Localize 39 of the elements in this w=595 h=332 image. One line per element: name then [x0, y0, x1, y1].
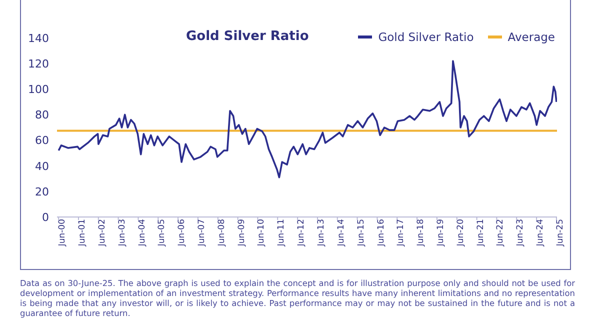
x-tick-label: Jun-08 — [216, 219, 227, 248]
x-tick-label: Jun-02 — [97, 219, 108, 248]
legend-label: Gold Silver Ratio — [378, 30, 474, 44]
y-tick-label: 20 — [35, 185, 49, 198]
x-tick-label: Jun-23 — [516, 219, 526, 248]
x-tick-label: Jun-22 — [496, 219, 506, 248]
x-tick-label: Jun-16 — [376, 219, 386, 248]
x-tick-label: Jun-15 — [356, 219, 366, 248]
text: Data as on 30-June-25. The above graph is used to explain the concept and is for illustration purpose only and should not be used for development or implementation of an investment strategy. Performance results have many inherent limitations and no representation is being made that any investor will, or is likely to achieve. Past performance may or may not be sustained in the future and is not a guarantee of future return. — [20, 278, 575, 318]
x-tick-label: Jun-25 — [555, 219, 566, 248]
y-tick-label: 80 — [35, 108, 49, 122]
chart-title: Gold Silver Ratio — [186, 29, 309, 44]
y-tick-label: 100 — [28, 83, 49, 96]
x-tick-label: Jun-04 — [137, 219, 148, 248]
y-tick-label: 140 — [28, 32, 49, 45]
x-tick-label: Jun-24 — [536, 219, 546, 248]
x-tick-label: Jun-10 — [256, 219, 267, 248]
x-tick-label: Jun-01 — [78, 219, 88, 248]
x-tick-label: Jun-12 — [296, 219, 307, 248]
x-tick-label: Jun-21 — [476, 219, 486, 248]
legend-label: Average — [508, 30, 555, 44]
x-tick-label: Jun-07 — [196, 219, 207, 248]
x-tick-label: Jun-11 — [276, 219, 287, 248]
x-tick-label: Jun-13 — [316, 219, 327, 248]
x-tick-label: Jun-06 — [177, 219, 188, 248]
x-tick-label: Jun-00 — [58, 219, 68, 248]
x-tick-label: Jun-18 — [416, 219, 426, 248]
y-tick-label: 120 — [28, 57, 49, 70]
x-tick-label: Jun-20 — [456, 219, 466, 248]
x-tick-label: Jun-05 — [157, 219, 168, 248]
line-series — [58, 60, 557, 178]
x-tick-label: Jun-03 — [117, 219, 128, 248]
y-tick-label: 60 — [35, 134, 49, 148]
y-tick-label: 0 — [42, 210, 49, 224]
x-tick-label: Jun-14 — [336, 219, 346, 248]
x-tick-label: Jun-09 — [236, 219, 247, 248]
x-tick-label: Jun-19 — [436, 219, 446, 248]
x-tick-label: Jun-17 — [396, 219, 406, 248]
y-tick-label: 40 — [35, 160, 49, 173]
